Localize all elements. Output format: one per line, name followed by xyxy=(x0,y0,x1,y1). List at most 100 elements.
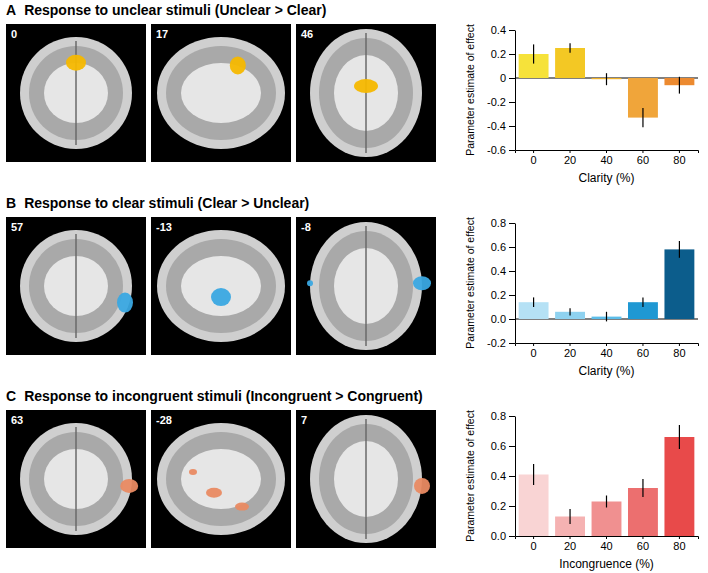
brain-outline xyxy=(157,37,285,149)
tick-label: 0.2 xyxy=(491,500,506,512)
x-axis: 020406080 xyxy=(516,343,699,359)
tick-mark xyxy=(570,343,571,346)
tick-mark xyxy=(509,247,515,248)
tick: 0.8 xyxy=(491,410,515,422)
tick-label: 80 xyxy=(673,347,685,359)
tick-mark xyxy=(509,506,515,507)
midline xyxy=(75,234,77,338)
error-bar xyxy=(679,425,680,449)
y-axis: -0.20.00.20.40.60.8 xyxy=(487,217,515,349)
slice-coordinate: 7 xyxy=(301,414,307,426)
axis-line xyxy=(515,417,516,537)
tick-mark xyxy=(509,416,515,417)
slice-coordinate: 46 xyxy=(301,28,313,40)
tick-mark xyxy=(642,536,643,539)
brain-slice: -8 xyxy=(296,217,436,355)
tick: -0.2 xyxy=(487,96,515,108)
activation xyxy=(307,280,313,286)
brain-outline xyxy=(310,222,422,350)
tick-label: 0.0 xyxy=(491,313,506,325)
activation xyxy=(211,288,231,306)
tick-label: 40 xyxy=(600,154,612,166)
axis-line xyxy=(516,151,699,154)
error-bar xyxy=(642,479,643,497)
tick-mark xyxy=(509,271,515,272)
tick-label: -0.6 xyxy=(487,144,506,156)
tick-label: 0.0 xyxy=(491,530,506,542)
brain-outline xyxy=(310,29,422,157)
tick-mark xyxy=(606,343,607,346)
tick-mark xyxy=(509,536,515,537)
slice-background xyxy=(151,24,291,162)
tick: 0.0 xyxy=(491,530,515,542)
brain-cortex xyxy=(166,239,276,333)
brain-slice: 46 xyxy=(296,24,436,162)
midline xyxy=(365,226,367,346)
tick-label: 0.6 xyxy=(491,440,506,452)
brain-white-matter xyxy=(181,63,261,123)
error-bar xyxy=(679,77,680,94)
error-bar xyxy=(606,312,607,322)
slice-coordinate: 63 xyxy=(11,414,23,426)
brain-slice: 0 xyxy=(6,24,146,162)
brain-slice: -28 xyxy=(151,410,291,548)
slice-background xyxy=(6,24,146,162)
brain-slice: 17 xyxy=(151,24,291,162)
panel-heading: AResponse to unclear stimuli (Unclear > … xyxy=(6,2,326,18)
activation xyxy=(117,293,133,313)
tick: 60 xyxy=(637,536,649,552)
tick-mark xyxy=(509,446,515,447)
tick: 20 xyxy=(564,150,576,166)
error-bar xyxy=(533,44,534,63)
brain-slice: 63 xyxy=(6,410,146,548)
tick-label: 60 xyxy=(637,540,649,552)
tick-mark xyxy=(606,536,607,539)
tick-label: -0.2 xyxy=(487,337,506,349)
panel-letter: C xyxy=(6,388,16,404)
x-axis-title: Clarity (%) xyxy=(579,171,635,185)
error-bar xyxy=(606,496,607,508)
tick-label: 60 xyxy=(637,154,649,166)
midline xyxy=(365,419,367,539)
brain-outline xyxy=(20,37,132,149)
tick: 0.8 xyxy=(491,217,515,229)
tick-label: 20 xyxy=(564,540,576,552)
tick: 0.4 xyxy=(491,470,515,482)
tick-label: 0 xyxy=(500,72,506,84)
panel-heading: B Response to clear stimuli (Clear > Uncl… xyxy=(6,195,309,211)
tick-label: 0 xyxy=(531,540,537,552)
tick-label: 80 xyxy=(673,540,685,552)
tick-label: 0 xyxy=(531,154,537,166)
error-bar xyxy=(606,73,607,85)
y-axis-title: Parameter estimate of effect xyxy=(464,24,476,156)
tick-label: -0.4 xyxy=(487,120,506,132)
tick-label: 0 xyxy=(531,347,537,359)
tick-label: 0.2 xyxy=(491,289,506,301)
tick: -0.6 xyxy=(487,144,515,156)
axis-line xyxy=(515,224,516,344)
tick: 40 xyxy=(600,536,612,552)
activation xyxy=(206,488,222,498)
x-axis: 0 20 40 60 80 xyxy=(516,150,699,166)
activation xyxy=(120,479,138,493)
tick: 0.2 xyxy=(491,48,515,60)
brain-slice: -13 xyxy=(151,217,291,355)
panel-title: Response to clear stimuli (Clear > Uncle… xyxy=(24,195,309,211)
activation xyxy=(66,55,86,71)
error-bar xyxy=(569,43,570,53)
tick: 80 xyxy=(673,150,685,166)
axis-line xyxy=(516,537,699,540)
tick: 0 xyxy=(531,343,537,359)
tick-label: 20 xyxy=(564,154,576,166)
panel-letter: B xyxy=(6,195,16,211)
slice-background xyxy=(296,217,436,355)
axis-line xyxy=(515,31,516,151)
tick-mark xyxy=(509,30,515,31)
brain-outline xyxy=(20,230,132,342)
tick: 0.6 xyxy=(491,241,515,253)
brain-white-matter xyxy=(181,256,261,316)
tick: 40 xyxy=(600,150,612,166)
brain-cortex xyxy=(166,46,276,140)
tick-mark xyxy=(509,78,515,79)
error-bar xyxy=(679,241,680,258)
